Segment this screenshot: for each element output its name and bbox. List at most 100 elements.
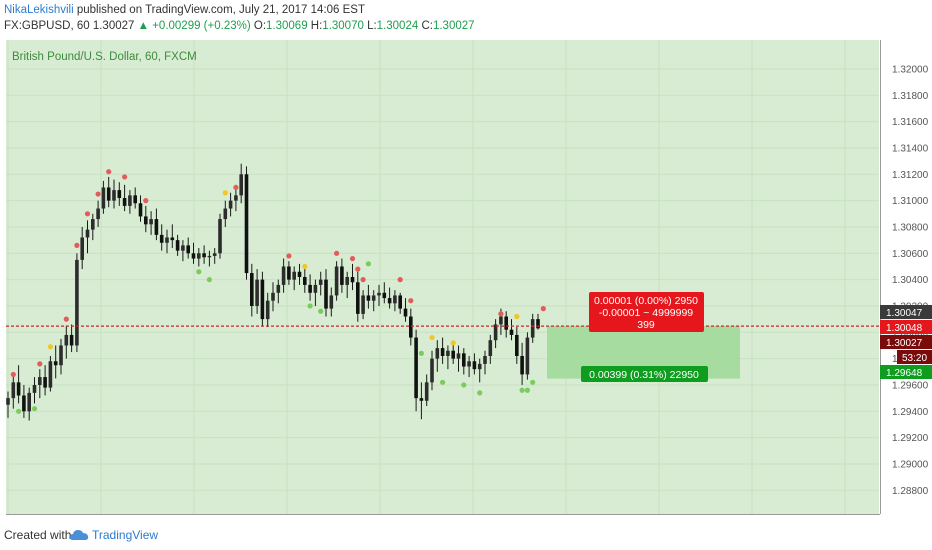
candle-body bbox=[38, 377, 42, 385]
y-tick-label: 1.31600 bbox=[892, 117, 929, 128]
y-tick-label: 1.30800 bbox=[892, 222, 929, 233]
signal-dot-red bbox=[349, 255, 356, 262]
signal-dot-green bbox=[530, 379, 536, 385]
candle-body bbox=[96, 208, 100, 220]
candle-body bbox=[101, 187, 106, 209]
candle-body bbox=[223, 208, 228, 220]
candle-body bbox=[387, 298, 392, 304]
candle-body bbox=[48, 361, 53, 388]
signal-dot-red bbox=[143, 198, 149, 204]
candle-body bbox=[424, 382, 429, 401]
ohlc-line: FX:GBPUSD, 60 1.30027 ▲ +0.00299 (+0.23%… bbox=[4, 19, 475, 33]
symbol-label: FX:GBPUSD, 60 bbox=[4, 20, 90, 32]
candle-body bbox=[446, 350, 450, 356]
candle-body bbox=[191, 253, 196, 259]
candle-body bbox=[499, 316, 503, 325]
signal-dot-red bbox=[106, 169, 112, 175]
candle-body bbox=[32, 384, 37, 393]
badge-p1: 1.30047 bbox=[886, 308, 923, 319]
badge-p1-bg bbox=[880, 305, 932, 319]
candle-body bbox=[493, 324, 498, 341]
candle-body bbox=[435, 348, 440, 359]
candle-body bbox=[292, 271, 296, 280]
signal-dot-green bbox=[318, 308, 324, 314]
stop-label-line2: -0.00001 ~ 4999999 bbox=[599, 307, 693, 319]
candle-body bbox=[440, 348, 445, 356]
candle-body bbox=[308, 284, 312, 293]
candle-body bbox=[128, 195, 132, 206]
candle-body bbox=[340, 266, 344, 285]
candle-body bbox=[477, 363, 482, 370]
candle-body bbox=[175, 240, 180, 251]
stop-label-line3: 399 bbox=[637, 319, 655, 331]
candle-body bbox=[483, 356, 487, 364]
candle-body bbox=[430, 358, 434, 383]
tradingview-brand-link[interactable]: TradingView bbox=[92, 528, 159, 542]
tradingview-cloud-icon bbox=[70, 530, 89, 540]
signal-dot-red bbox=[360, 277, 366, 283]
candle-body bbox=[85, 229, 90, 238]
signal-dot-red bbox=[233, 184, 239, 191]
candle-body bbox=[530, 319, 535, 338]
candle-body bbox=[271, 292, 275, 301]
y-tick-label: 1.31200 bbox=[892, 170, 929, 181]
low-label: L: bbox=[367, 20, 377, 32]
signal-dot-yellow bbox=[302, 263, 308, 270]
candle-body bbox=[356, 282, 360, 314]
author-link[interactable]: NikaLekishvili bbox=[4, 4, 74, 16]
signal-dot-green bbox=[524, 387, 531, 393]
candle-body bbox=[488, 340, 493, 356]
stop-label-bg[interactable] bbox=[589, 292, 704, 332]
y-tick-label: 1.30400 bbox=[892, 275, 929, 286]
signal-dot-red bbox=[355, 266, 361, 272]
candle-body bbox=[525, 337, 530, 375]
signal-dot-yellow bbox=[222, 190, 228, 196]
price-axis[interactable] bbox=[880, 40, 932, 514]
stop-label-line1: 0.00001 (0.00%) 2950 bbox=[594, 295, 698, 307]
candle-body bbox=[75, 259, 79, 346]
signal-dot-red bbox=[498, 311, 504, 317]
candle-body bbox=[112, 190, 116, 201]
signal-dot-green bbox=[440, 379, 446, 385]
candle-body bbox=[53, 361, 58, 366]
chart-legend: British Pound/U.S. Dollar, 60, FXCM bbox=[12, 51, 197, 63]
signal-dot-green bbox=[418, 350, 424, 356]
candle-body bbox=[186, 245, 190, 254]
signal-dot-red bbox=[37, 361, 43, 367]
candle-body bbox=[144, 216, 148, 225]
y-tick-label: 1.29600 bbox=[892, 380, 929, 391]
candle-body bbox=[456, 353, 461, 359]
signal-dot-green bbox=[206, 277, 212, 283]
candle-body bbox=[393, 295, 397, 304]
candle-body bbox=[133, 195, 137, 204]
candle-body bbox=[255, 279, 259, 306]
candle-body bbox=[409, 316, 413, 338]
target-label-bg[interactable] bbox=[581, 366, 708, 382]
signal-dot-green bbox=[16, 408, 22, 414]
signal-dot-red bbox=[84, 211, 91, 217]
candle-body bbox=[64, 334, 69, 346]
badge-countdown: 53:20 bbox=[902, 353, 927, 364]
badge-p4: 1.29648 bbox=[886, 368, 923, 379]
candle-body bbox=[207, 255, 212, 258]
candle-body bbox=[91, 219, 95, 230]
candle-body bbox=[350, 277, 355, 283]
candle-body bbox=[218, 219, 222, 254]
candle-body bbox=[138, 203, 143, 217]
candle-body bbox=[80, 237, 84, 260]
close-value: 1.30027 bbox=[432, 20, 475, 32]
candle-body bbox=[451, 350, 455, 359]
candle-body bbox=[462, 353, 466, 367]
candle-body bbox=[313, 284, 318, 293]
y-tick-label: 1.29000 bbox=[892, 459, 929, 470]
close-label: C: bbox=[421, 20, 433, 32]
signal-dot-green bbox=[519, 387, 525, 393]
signal-dot-red bbox=[74, 242, 80, 248]
candle-body bbox=[382, 292, 387, 299]
chart-pane[interactable] bbox=[6, 40, 879, 514]
candle-body bbox=[122, 198, 127, 206]
y-tick-label: 1.30600 bbox=[892, 249, 929, 260]
signal-dot-green bbox=[461, 382, 467, 388]
published-text: published on TradingView.com, July 21, 2… bbox=[76, 4, 365, 16]
